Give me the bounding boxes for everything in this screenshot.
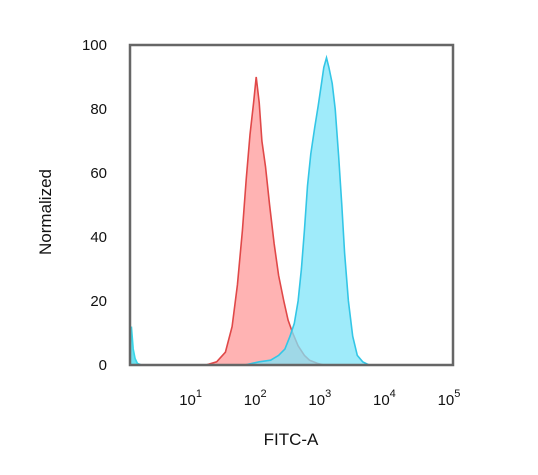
x-tick-label: 103 [308, 388, 331, 409]
x-axis-ticks: 101 102 103 104 105 [179, 388, 460, 409]
plot-frame [128, 43, 455, 367]
x-axis-label: FITC-A [264, 430, 319, 449]
histogram-series-3 [129, 326, 142, 366]
y-tick-label: 0 [99, 357, 107, 374]
x-tick-label: 102 [244, 388, 267, 409]
y-tick-label: 40 [90, 229, 107, 246]
y-axis-label: Normalized [36, 169, 55, 255]
x-tick-label: 104 [373, 388, 396, 409]
histogram-series-2 [244, 54, 370, 366]
y-axis-ticks: 0 20 40 60 80 100 [82, 37, 107, 374]
x-tick-label: 105 [438, 388, 461, 409]
y-tick-label: 20 [90, 293, 107, 310]
y-tick-label: 100 [82, 37, 107, 54]
series-layer [129, 54, 370, 366]
y-tick-label: 60 [90, 165, 107, 182]
x-tick-label: 101 [179, 388, 202, 409]
y-tick-label: 80 [90, 101, 107, 118]
